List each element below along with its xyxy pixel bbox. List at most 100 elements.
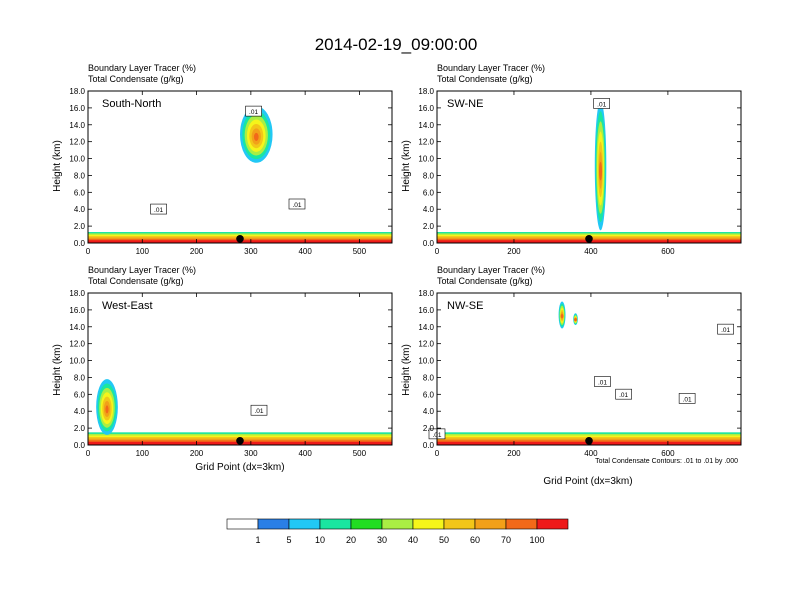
y-tick-label: 0.0 xyxy=(423,441,435,450)
colorbar-swatch xyxy=(536,518,569,530)
y-tick-label: 6.0 xyxy=(74,188,86,197)
figure-title: 2014-02-19_09:00:00 xyxy=(315,35,478,54)
contour-label-box xyxy=(678,393,696,404)
x-axis-label: Grid Point (dx=3km) xyxy=(543,476,632,487)
contour-label: .01 xyxy=(619,392,628,399)
x-tick-label: 100 xyxy=(136,247,150,256)
y-tick-label: 4.0 xyxy=(423,407,435,416)
x-tick-label: 0 xyxy=(435,449,440,458)
x-tick-label: 600 xyxy=(661,449,675,458)
contour-label-box xyxy=(615,388,632,400)
x-tick-label: 0 xyxy=(435,247,440,256)
colorbar-label: 10 xyxy=(315,535,325,545)
y-tick-label: 14.0 xyxy=(69,323,85,332)
y-tick-label: 12.0 xyxy=(69,340,85,349)
contour-label: .01 xyxy=(292,202,301,209)
colorbar-label: 5 xyxy=(286,535,291,545)
y-tick-label: 4.0 xyxy=(74,205,86,214)
panel-header-line1: Boundary Layer Tracer (%) xyxy=(437,63,545,73)
y-tick-label: 4.0 xyxy=(74,407,86,416)
contour-label: .01 xyxy=(249,109,258,116)
y-tick-label: 8.0 xyxy=(423,171,435,180)
contour-label-box xyxy=(593,98,610,109)
colorbar-label: 40 xyxy=(408,535,418,545)
panel-header-line2: Total Condensate (g/kg) xyxy=(437,74,533,84)
y-tick-label: 4.0 xyxy=(423,205,435,214)
contour-label-box xyxy=(594,376,611,387)
panel-sw-ne: Boundary Layer Tracer (%) Total Condensa… xyxy=(401,63,742,256)
x-tick-label: 200 xyxy=(507,449,521,458)
panel-label: South-North xyxy=(102,98,161,110)
panel-label: SW-NE xyxy=(447,98,483,110)
contour-label-box xyxy=(245,105,262,117)
plot-area: .01 0.0 2.0 4.0 6.0 8.0 10.0 12.0 14.0 16.0 18.0 0 2… xyxy=(418,87,742,256)
y-tick-label: 14.0 xyxy=(69,121,85,130)
x-tick-label: 400 xyxy=(584,247,598,256)
panel-header-line2: Total Condensate (g/kg) xyxy=(437,276,533,286)
x-tick-label: 300 xyxy=(244,247,258,256)
y-tick-label: 0.0 xyxy=(74,441,86,450)
x-tick-label: 200 xyxy=(507,247,521,256)
y-tick-label: 16.0 xyxy=(69,104,85,113)
y-tick-label: 12.0 xyxy=(418,138,434,147)
contour-label: .01 xyxy=(598,380,607,387)
colorbar-label: 100 xyxy=(529,535,544,545)
y-tick-label: 10.0 xyxy=(418,357,434,366)
y-tick-label: 0.0 xyxy=(423,239,435,248)
y-tick-label: 2.0 xyxy=(423,424,435,433)
y-tick-label: 18.0 xyxy=(418,289,434,298)
contour-label: .01 xyxy=(683,396,692,403)
location-marker xyxy=(236,436,244,445)
colorbar-swatch xyxy=(443,518,476,530)
x-tick-label: 0 xyxy=(86,449,91,458)
y-tick-label: 14.0 xyxy=(418,121,434,130)
y-tick-label: 12.0 xyxy=(69,138,85,147)
location-marker xyxy=(585,234,593,243)
y-tick-label: 18.0 xyxy=(69,289,85,298)
x-tick-label: 400 xyxy=(298,247,312,256)
colorbar-swatch xyxy=(381,518,414,530)
colorbar-label: 1 xyxy=(255,535,260,545)
colorbar-label: 20 xyxy=(346,535,356,545)
y-axis-label: Height (km) xyxy=(52,344,63,396)
y-tick-label: 2.0 xyxy=(423,222,435,231)
y-axis-label: Height (km) xyxy=(401,140,412,192)
y-tick-label: 8.0 xyxy=(423,373,435,382)
colorbar: 1 5 10 20 30 40 50 60 70 100 xyxy=(226,518,569,545)
y-tick-label: 16.0 xyxy=(418,306,434,315)
contour-label-box xyxy=(250,404,268,416)
x-tick-label: 400 xyxy=(298,449,312,458)
y-tick-label: 18.0 xyxy=(69,87,85,96)
plot-area: .01.01.01.01.010.02.04.06.08.010.012.014… xyxy=(418,289,742,458)
plot-frame xyxy=(436,292,742,446)
colorbar-label: 60 xyxy=(470,535,480,545)
colorbar-swatch xyxy=(257,518,290,530)
y-tick-label: 16.0 xyxy=(418,104,434,113)
contour-label: .01 xyxy=(154,207,163,214)
plot-area: .01 .01 .01 0.0 2.0 4.0 6.0 8.0 10.0 12.0 14.0 16.0… xyxy=(69,87,393,256)
y-tick-label: 2.0 xyxy=(74,222,86,231)
panel-south-north: Boundary Layer Tracer (%) Total Condensa… xyxy=(52,63,393,256)
colorbar-swatch xyxy=(288,518,321,530)
x-tick-label: 300 xyxy=(244,449,258,458)
y-tick-label: 0.0 xyxy=(74,239,86,248)
contour-label-box xyxy=(717,323,734,335)
y-tick-label: 6.0 xyxy=(423,188,435,197)
y-tick-label: 10.0 xyxy=(418,155,434,164)
x-tick-label: 0 xyxy=(86,247,91,256)
panel-label: NW-SE xyxy=(447,300,483,312)
plot-area: .01 0.0 2.0 4.0 6.0 8.0 10.0 12.0 14.0 16.0 18.0 0 1… xyxy=(69,289,393,458)
contour-label-box xyxy=(150,203,167,215)
y-tick-label: 16.0 xyxy=(69,306,85,315)
tracer-plume xyxy=(560,314,564,319)
tracer-plume xyxy=(105,405,109,414)
panel-west-east: Boundary Layer Tracer (%) Total Condensa… xyxy=(52,265,393,473)
y-tick-label: 8.0 xyxy=(74,373,86,382)
panel-header-line1: Boundary Layer Tracer (%) xyxy=(437,265,545,275)
y-tick-label: 18.0 xyxy=(418,87,434,96)
x-tick-label: 600 xyxy=(661,247,675,256)
colorbar-label: 30 xyxy=(377,535,387,545)
location-marker xyxy=(236,234,244,243)
y-tick-label: 2.0 xyxy=(74,424,86,433)
